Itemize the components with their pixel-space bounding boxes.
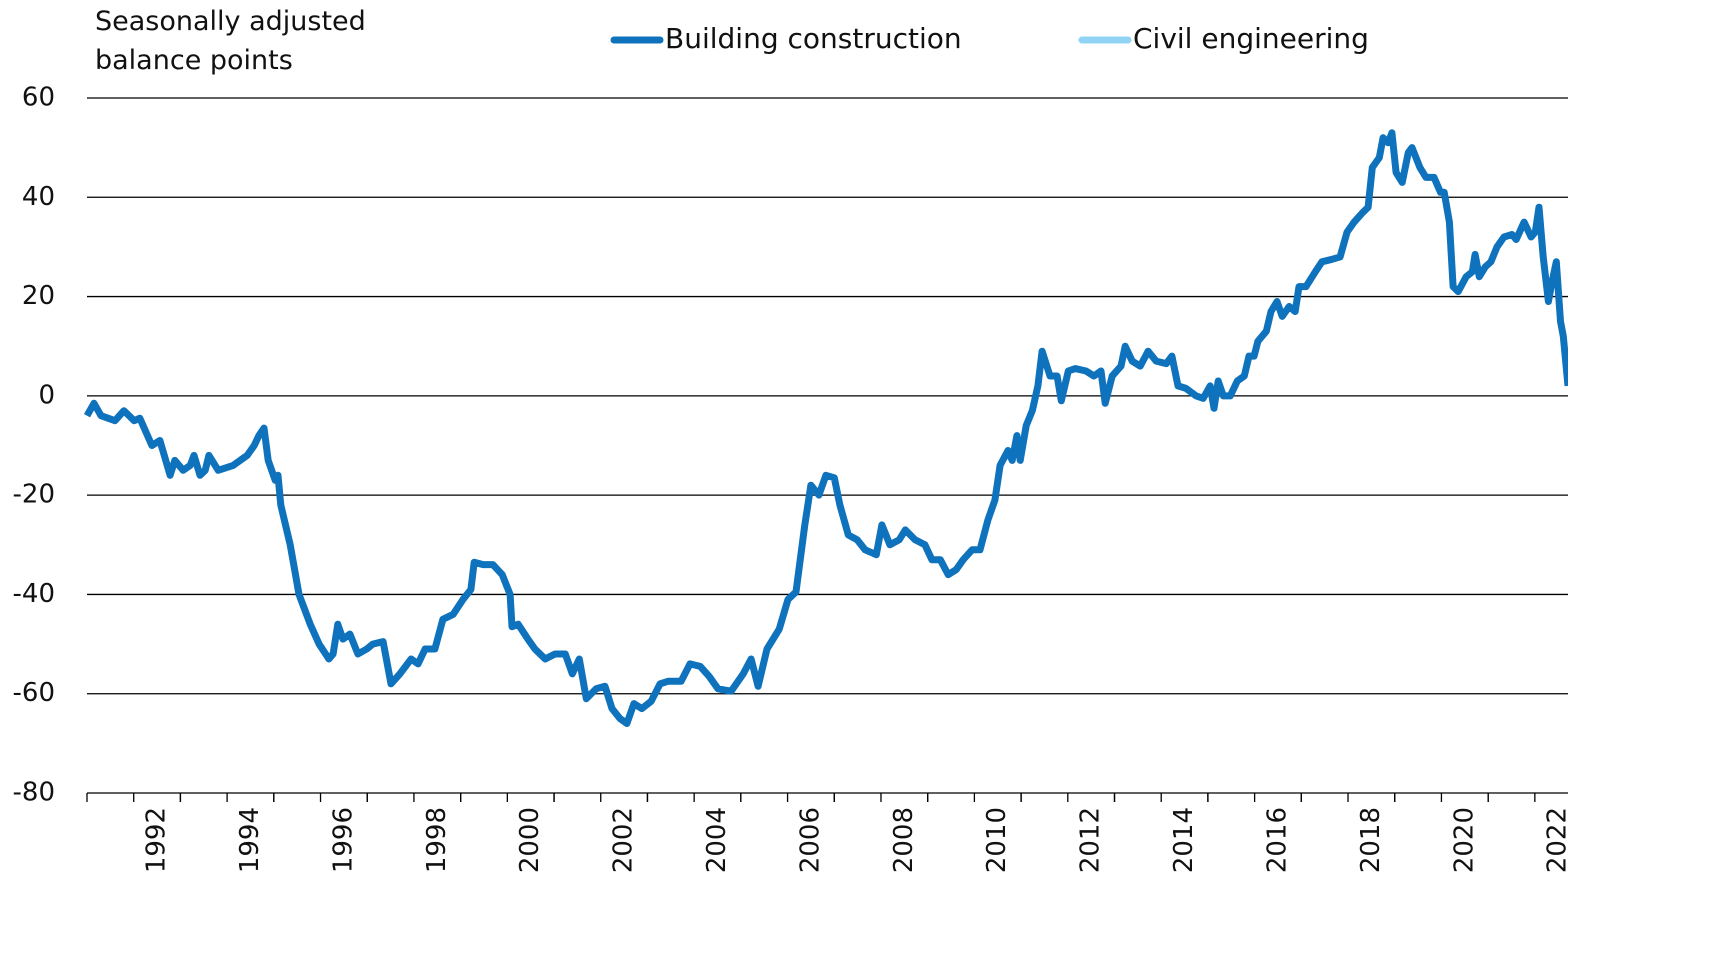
x-tick-label: 2002 <box>609 807 639 873</box>
plot-area <box>83 129 1568 727</box>
y-tick-label: -80 <box>13 778 55 808</box>
legend-label: Civil engineering <box>1133 22 1369 55</box>
y-axis-label: Seasonally adjusted balance points <box>95 6 366 76</box>
y-tick-label: 0 <box>38 380 55 410</box>
x-tick-label: 2000 <box>515 807 545 873</box>
x-tick-label: 2010 <box>982 807 1012 873</box>
y-tick-label: 20 <box>22 281 55 311</box>
x-tick-label: 2012 <box>1076 807 1106 873</box>
x-axis: 1992 1994 1996 1998 2000 2002 2004 2006 2008 2010… <box>86 793 1573 873</box>
y-tick-label: -60 <box>13 678 55 708</box>
y-tick-label: -20 <box>13 480 55 510</box>
x-tick-label: 2022 <box>1543 807 1573 873</box>
x-tick-label: 2014 <box>1169 807 1199 873</box>
y-tick-label: -40 <box>13 579 55 609</box>
x-tick-label: 1998 <box>422 807 452 873</box>
x-tick-label: 1996 <box>328 807 358 873</box>
x-tick-label: 2008 <box>889 807 919 873</box>
x-tick-label: 2016 <box>1262 807 1292 873</box>
series-line <box>83 129 1568 727</box>
x-tick-label: 2018 <box>1356 807 1386 873</box>
x-tick-label: 2020 <box>1449 807 1479 873</box>
x-tick-label: 1992 <box>142 807 172 873</box>
x-tick-label: 1994 <box>235 807 265 873</box>
x-tick-label: 2004 <box>702 807 732 873</box>
y-tick-label: 40 <box>22 182 55 212</box>
legend-label: Building construction <box>665 22 962 55</box>
x-tick-label: 2006 <box>795 807 825 873</box>
y-tick-label: 60 <box>22 83 55 113</box>
